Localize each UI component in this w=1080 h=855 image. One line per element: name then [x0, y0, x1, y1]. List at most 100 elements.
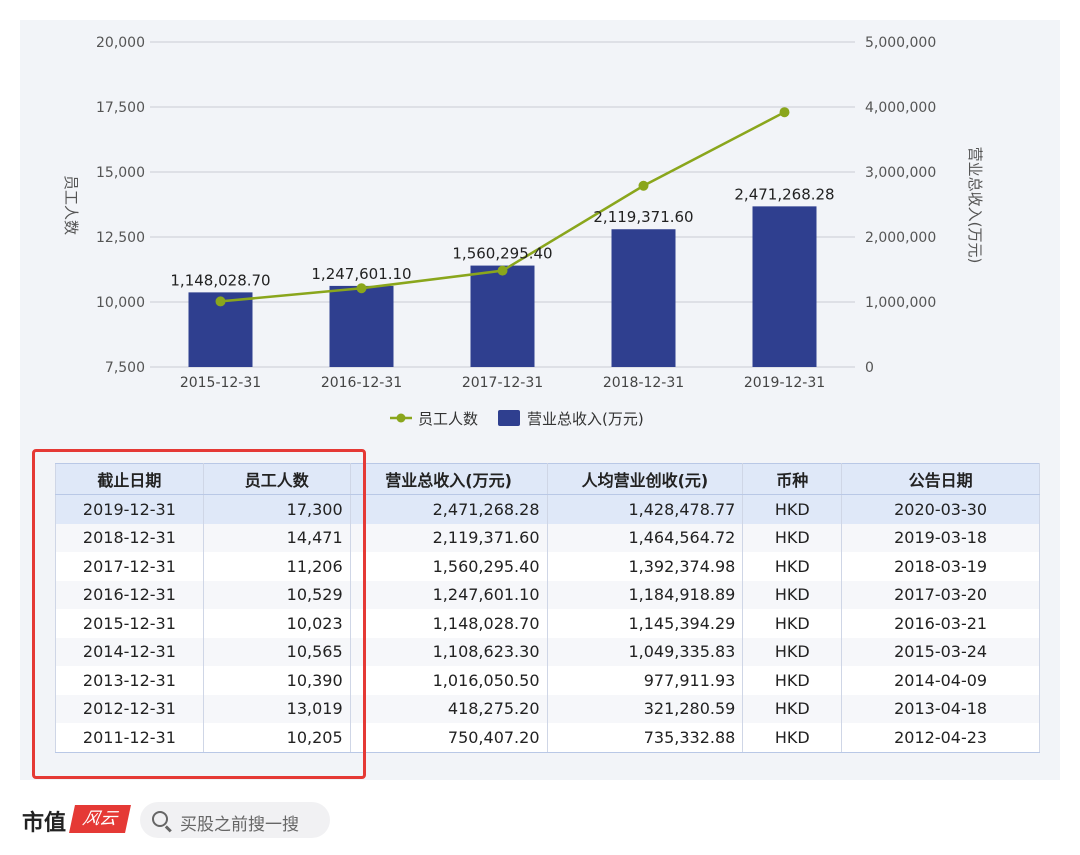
line-point — [779, 107, 790, 118]
table-row[interactable]: 2017-12-31 11,206 1,560,295.40 1,392,374.98… — [55, 552, 1040, 581]
table-row[interactable]: 2012-12-31 13,019 418,275.20 321,280.59 HKD 2… — [55, 694, 1040, 723]
right-axis-label: 营业总收入(万元) — [966, 147, 984, 264]
cell-currency: HKD — [742, 637, 843, 666]
cell-date: 2013-12-31 — [55, 666, 204, 695]
header-employees[interactable]: 员工人数 — [202, 463, 351, 495]
x-tick-label: 2015-12-31 — [180, 375, 261, 391]
cell-announce-date: 2017-03-20 — [841, 580, 1040, 609]
bar — [752, 206, 817, 367]
cell-announce-date: 2020-03-30 — [841, 494, 1040, 524]
cell-employees: 10,565 — [202, 637, 351, 666]
left-tick-label: 10,000 — [96, 295, 145, 311]
cell-employees: 10,023 — [202, 609, 351, 638]
cell-revenue-per-capita: 1,464,564.72 — [546, 523, 744, 552]
cell-date: 2016-12-31 — [55, 580, 204, 609]
right-tick-label: 3,000,000 — [865, 165, 936, 181]
table-row[interactable]: 2015-12-31 10,023 1,148,028.70 1,145,394.29… — [55, 609, 1040, 638]
cell-date: 2017-12-31 — [55, 552, 204, 581]
line-point — [497, 265, 508, 276]
cell-date: 2019-12-31 — [55, 494, 204, 524]
x-tick-label: 2019-12-31 — [744, 375, 825, 391]
table-row[interactable]: 2013-12-31 10,390 1,016,050.50 977,911.93 HK… — [55, 666, 1040, 695]
x-tick-label: 2017-12-31 — [462, 375, 543, 391]
left-tick-label: 15,000 — [96, 165, 145, 181]
cell-announce-date: 2018-03-19 — [841, 552, 1040, 581]
cell-revenue: 2,471,268.28 — [349, 494, 548, 524]
cell-currency: HKD — [742, 666, 843, 695]
cell-announce-date: 2019-03-18 — [841, 523, 1040, 552]
bar — [329, 285, 394, 367]
cell-date: 2012-12-31 — [55, 694, 204, 723]
bar — [611, 229, 676, 367]
cell-announce-date: 2014-04-09 — [841, 666, 1040, 695]
left-tick-label: 20,000 — [96, 35, 145, 51]
cell-currency: HKD — [742, 580, 843, 609]
cell-announce-date: 2012-04-23 — [841, 723, 1040, 753]
search-box[interactable]: 买股之前搜一搜 — [140, 802, 330, 838]
cell-revenue-per-capita: 1,145,394.29 — [546, 609, 744, 638]
cell-revenue: 1,247,601.10 — [349, 580, 548, 609]
bar-data-label: 2,119,371.60 — [593, 208, 693, 226]
bar-data-label: 2,471,268.28 — [734, 185, 834, 203]
brand-logo: 市值 — [22, 811, 67, 836]
cell-date: 2011-12-31 — [55, 723, 204, 753]
line-series — [215, 107, 790, 307]
cell-revenue: 750,407.20 — [349, 723, 548, 753]
bar-data-label: 1,148,028.70 — [170, 271, 270, 289]
cell-revenue: 1,148,028.70 — [349, 609, 548, 638]
legend-label-employees: 员工人数 — [418, 410, 478, 428]
table-row[interactable]: 2011-12-31 10,205 750,407.20 735,332.88 HKD 2… — [55, 723, 1040, 753]
header-date[interactable]: 截止日期 — [55, 463, 204, 495]
table-row[interactable]: 2016-12-31 10,529 1,247,601.10 1,184,918.89… — [55, 580, 1040, 609]
right-tick-label: 2,000,000 — [865, 230, 936, 246]
cell-currency: HKD — [742, 494, 843, 524]
cell-currency: HKD — [742, 523, 843, 552]
header-revenue[interactable]: 营业总收入(万元) — [349, 463, 548, 495]
cell-date: 2018-12-31 — [55, 523, 204, 552]
right-tick-label: 1,000,000 — [865, 295, 936, 311]
legend-bar-swatch — [498, 410, 520, 426]
cell-revenue: 1,560,295.40 — [349, 552, 548, 581]
data-table: 截止日期 员工人数 营业总收入(万元) 人均营业创收(元) 币种 公告日期 20… — [55, 463, 1040, 753]
cell-employees: 13,019 — [202, 694, 351, 723]
cell-revenue-per-capita: 1,184,918.89 — [546, 580, 744, 609]
combo-chart: 7,500 10,000 12,500 15,000 17,500 20,000 0 1,0… — [62, 35, 984, 428]
right-axis-ticks: 0 1,000,000 2,000,000 3,000,000 4,000,000 5,0… — [865, 35, 936, 376]
table-row[interactable]: 2018-12-31 14,471 2,119,371.60 1,464,564.72… — [55, 523, 1040, 552]
header-announce-date[interactable]: 公告日期 — [841, 463, 1040, 495]
cell-employees: 10,529 — [202, 580, 351, 609]
cell-employees: 11,206 — [202, 552, 351, 581]
left-axis-label: 员工人数 — [62, 175, 80, 235]
cell-employees: 10,390 — [202, 666, 351, 695]
legend-label-revenue: 营业总收入(万元) — [527, 410, 644, 428]
cell-revenue-per-capita: 1,428,478.77 — [546, 494, 744, 524]
bar-data-label: 1,247,601.10 — [311, 265, 411, 283]
search-icon — [152, 811, 168, 827]
cell-announce-date: 2016-03-21 — [841, 609, 1040, 638]
header-revenue-per-capita[interactable]: 人均营业创收(元) — [546, 463, 744, 495]
cell-revenue: 418,275.20 — [349, 694, 548, 723]
cell-revenue-per-capita: 735,332.88 — [546, 723, 744, 753]
line-point — [638, 180, 649, 191]
cell-currency: HKD — [742, 723, 843, 753]
table-row[interactable]: 2019-12-31 17,300 2,471,268.28 1,428,478.77… — [55, 494, 1040, 524]
right-tick-label: 4,000,000 — [865, 100, 936, 116]
cell-revenue-per-capita: 321,280.59 — [546, 694, 744, 723]
cell-date: 2015-12-31 — [55, 609, 204, 638]
search-placeholder: 买股之前搜一搜 — [180, 815, 299, 835]
cell-revenue-per-capita: 1,049,335.83 — [546, 637, 744, 666]
header-currency[interactable]: 币种 — [742, 463, 843, 495]
line-point — [215, 296, 226, 307]
cell-revenue-per-capita: 977,911.93 — [546, 666, 744, 695]
x-axis-ticks: 2015-12-31 2016-12-31 2017-12-31 2018-12-31… — [180, 375, 825, 391]
left-tick-label: 7,500 — [105, 360, 145, 376]
cell-revenue: 2,119,371.60 — [349, 523, 548, 552]
cell-employees: 14,471 — [202, 523, 351, 552]
table-row[interactable]: 2014-12-31 10,565 1,108,623.30 1,049,335.83… — [55, 637, 1040, 666]
cell-currency: HKD — [742, 552, 843, 581]
bar-data-label: 1,560,295.40 — [452, 245, 552, 263]
bar — [470, 265, 535, 367]
legend[interactable]: 员工人数 营业总收入(万元) — [390, 410, 644, 428]
left-tick-label: 17,500 — [96, 100, 145, 116]
cell-announce-date: 2015-03-24 — [841, 637, 1040, 666]
